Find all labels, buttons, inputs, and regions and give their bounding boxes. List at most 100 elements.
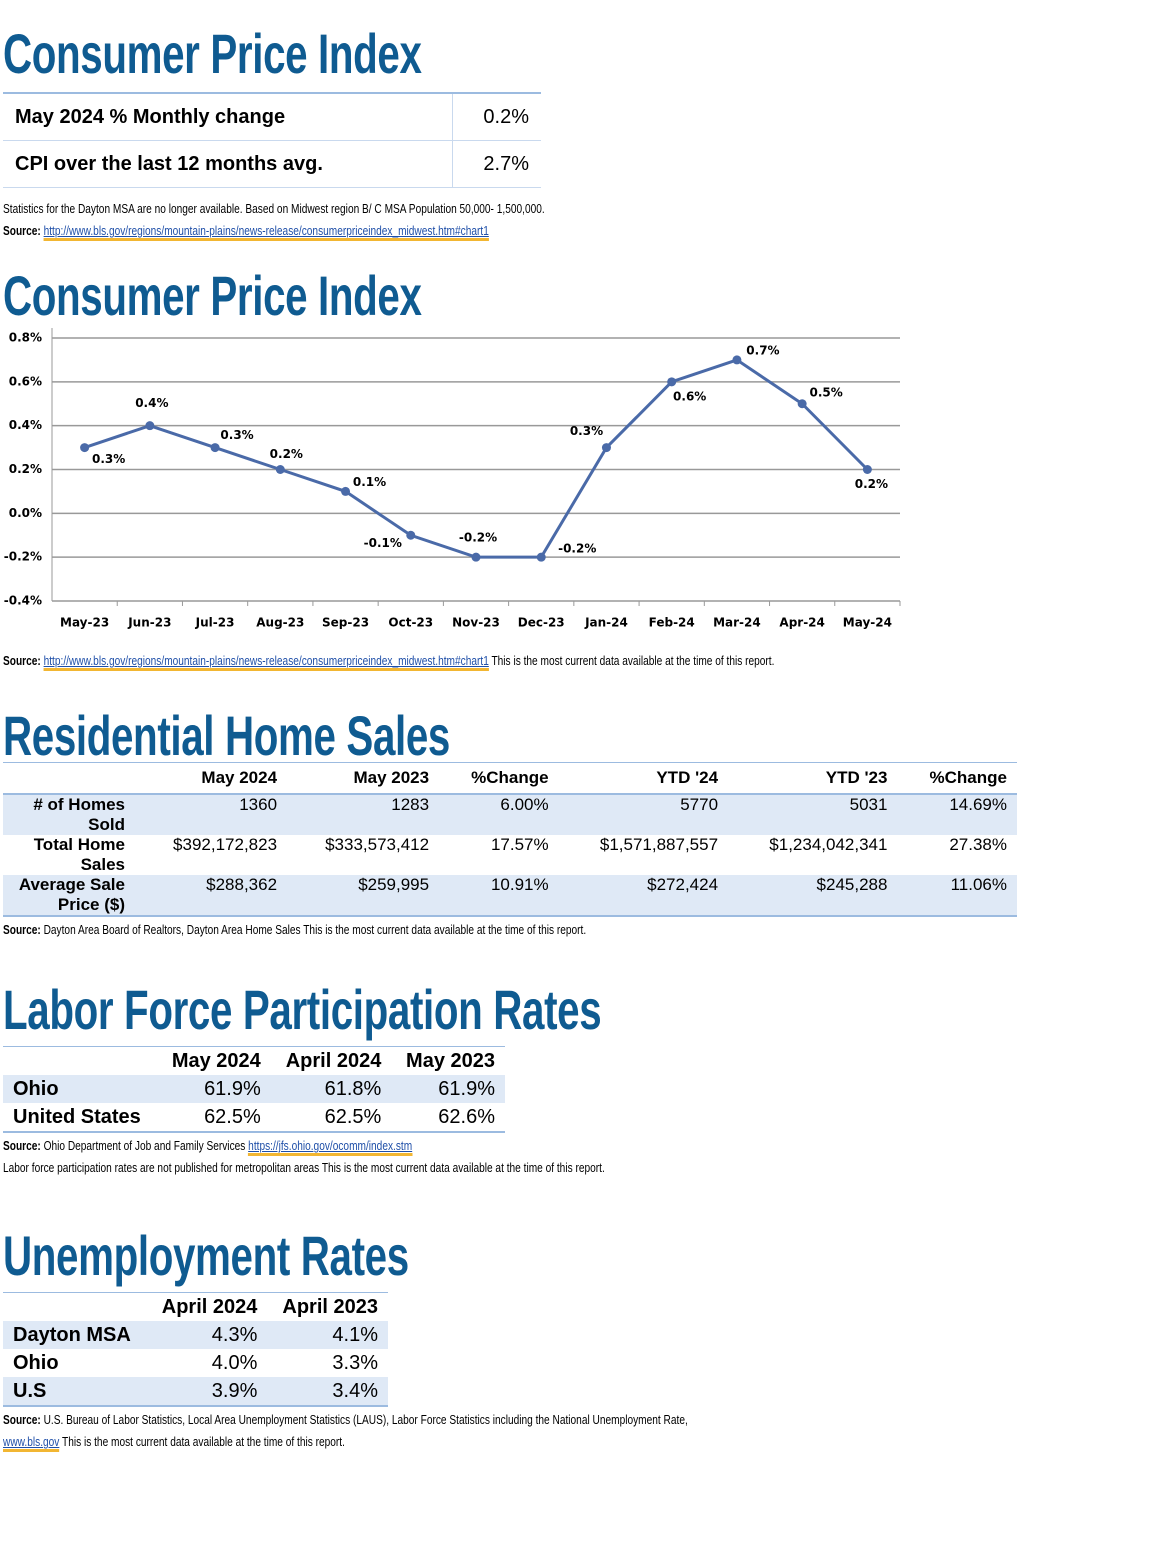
source-label: Source:	[3, 1138, 41, 1153]
source-text: This is the most current data available …	[491, 653, 775, 668]
x-tick-label: Oct-23	[388, 616, 433, 630]
table-row: Ohio 4.0% 3.3%	[3, 1349, 388, 1377]
cell: 10.91%	[439, 875, 559, 916]
point	[406, 530, 416, 540]
column-header: April 2023	[282, 1295, 378, 1318]
x-tick-label: Sep-23	[322, 616, 369, 630]
column-header: May 2024	[135, 762, 288, 795]
chart-title: Consumer Price Index	[3, 264, 422, 327]
source-link[interactable]: http://www.bls.gov/regions/mountain-plai…	[43, 653, 489, 671]
point	[471, 552, 481, 562]
row-label: # of Homes Sold	[3, 794, 135, 835]
cell: 62.5%	[324, 1105, 382, 1128]
y-tick-label: 0.2%	[9, 462, 42, 476]
cell: 3.4%	[267, 1377, 388, 1406]
section-title: Unemployment Rates	[3, 1224, 409, 1287]
data-label: -0.2%	[459, 531, 497, 545]
cell: $272,424	[558, 875, 729, 916]
cell: 62.5%	[204, 1105, 261, 1128]
note: Statistics for the Dayton MSA are no lon…	[3, 201, 545, 216]
x-tick-label: Feb-24	[649, 616, 695, 630]
x-tick-label: Apr-24	[779, 616, 824, 630]
section-title: Consumer Price Index	[3, 22, 422, 85]
column-header: %Change	[897, 762, 1017, 795]
cell: $392,172,823	[173, 835, 278, 854]
cpi-summary-table: May 2024 % Monthly change 0.2% CPI over th…	[3, 92, 541, 188]
table-row: Ohio 61.9% 61.8% 61.9%	[3, 1075, 505, 1103]
cell: 61.8%	[270, 1075, 392, 1103]
row-label: Total Home Sales	[33, 835, 125, 874]
cell: 1360	[135, 794, 288, 835]
point	[732, 355, 742, 365]
source-label: Source:	[3, 922, 41, 937]
source-link[interactable]: http://www.bls.gov/regions/mountain-plai…	[43, 223, 489, 241]
x-tick-label: Nov-23	[452, 616, 500, 630]
section-title: Residential Home Sales	[3, 704, 450, 767]
data-label: 0.3%	[92, 452, 125, 466]
x-tick-label: May-23	[60, 616, 109, 630]
point	[536, 552, 546, 562]
home-sales-section: Residential Home Sales May 2024 May 2023%…	[3, 706, 1017, 941]
row-label: Average Sale Price ($)	[3, 875, 135, 916]
x-tick-label: Mar-24	[713, 616, 761, 630]
data-label: 0.2%	[270, 447, 303, 461]
data-label: 0.5%	[810, 385, 843, 399]
note: Labor force participation rates are not …	[3, 1160, 605, 1175]
source: Source: Dayton Area Board of Realtors, D…	[3, 919, 794, 941]
point	[862, 465, 872, 474]
data-label: -0.1%	[364, 536, 402, 550]
x-tick-label: May-24	[843, 616, 892, 630]
table-row: # of Homes Sold 1360 1283 6.00% 5770 5031 14.6…	[3, 794, 1017, 835]
data-label: 0.2%	[855, 477, 888, 491]
y-tick-label: 0.8%	[9, 331, 42, 345]
header-row: May 2024 April 2024 May 2023	[3, 1047, 505, 1076]
row-label: U.S	[3, 1377, 147, 1406]
cell: 6.00%	[439, 794, 559, 835]
x-tick-label: Aug-23	[256, 616, 304, 630]
chart: -0.4% -0.2% 0.0% 0.2% 0.4% 0.6% 0.8% May-23 Jun-…	[4, 328, 901, 630]
x-tick-label: Dec-23	[518, 616, 565, 630]
point	[601, 443, 611, 453]
table-row: May 2024 % Monthly change 0.2%	[3, 93, 541, 141]
column-header: %Change	[439, 762, 559, 795]
cell: 11.06%	[897, 875, 1017, 916]
y-tick-label: 0.0%	[9, 506, 42, 520]
cell: $259,995	[287, 875, 440, 916]
column-header: April 2024	[161, 1295, 258, 1318]
source-link[interactable]: https://jfs.ohio.gov/ocomm/index.stm	[248, 1138, 413, 1156]
header-cell	[3, 1293, 147, 1322]
data-label: -0.2%	[558, 542, 596, 556]
point	[667, 377, 677, 387]
cell: 1283	[287, 794, 440, 835]
cell: 61.9%	[391, 1075, 505, 1103]
table-row: Dayton MSA 4.3% 4.1%	[3, 1321, 388, 1349]
cell: 4.3%	[146, 1321, 268, 1349]
y-tick-label: 0.6%	[9, 374, 42, 388]
point	[210, 443, 220, 453]
cell: 62.6%	[438, 1105, 495, 1128]
column-header: May 2024	[171, 1049, 261, 1072]
source-text: This is the most current data available …	[61, 1434, 345, 1449]
row-label: Dayton MSA	[3, 1321, 147, 1349]
cell: 27.38%	[949, 835, 1007, 854]
data-label: 0.6%	[673, 389, 706, 403]
column-header: YTD '23	[728, 762, 898, 795]
column-header: YTD '24	[558, 762, 729, 795]
labor-force-section: Labor Force Participation Rates May 2024…	[3, 980, 834, 1179]
cell: $288,362	[135, 875, 288, 916]
cell: 14.69%	[897, 794, 1017, 835]
data-label: 0.7%	[746, 343, 779, 357]
cell: $245,288	[728, 875, 898, 916]
data-label: 0.3%	[220, 428, 253, 442]
source-link[interactable]: www.bls.gov	[3, 1434, 60, 1452]
point	[797, 399, 807, 409]
y-tick-label: -0.4%	[4, 594, 42, 608]
data-label: 0.3%	[570, 424, 603, 438]
header-row: May 2024 May 2023 %Change YTD '24 YTD '23 %Ch…	[3, 762, 1017, 795]
source: Source: http://www.bls.gov/regions/mount…	[3, 220, 545, 242]
data-label: 0.1%	[353, 475, 386, 489]
cell: 17.57%	[490, 835, 549, 854]
cpi-chart-section: Consumer Price Index	[3, 266, 584, 326]
row-label: CPI over the last 12 months avg.	[3, 140, 453, 188]
source: Source: U.S. Bureau of Labor Statistics,…	[3, 1409, 688, 1431]
